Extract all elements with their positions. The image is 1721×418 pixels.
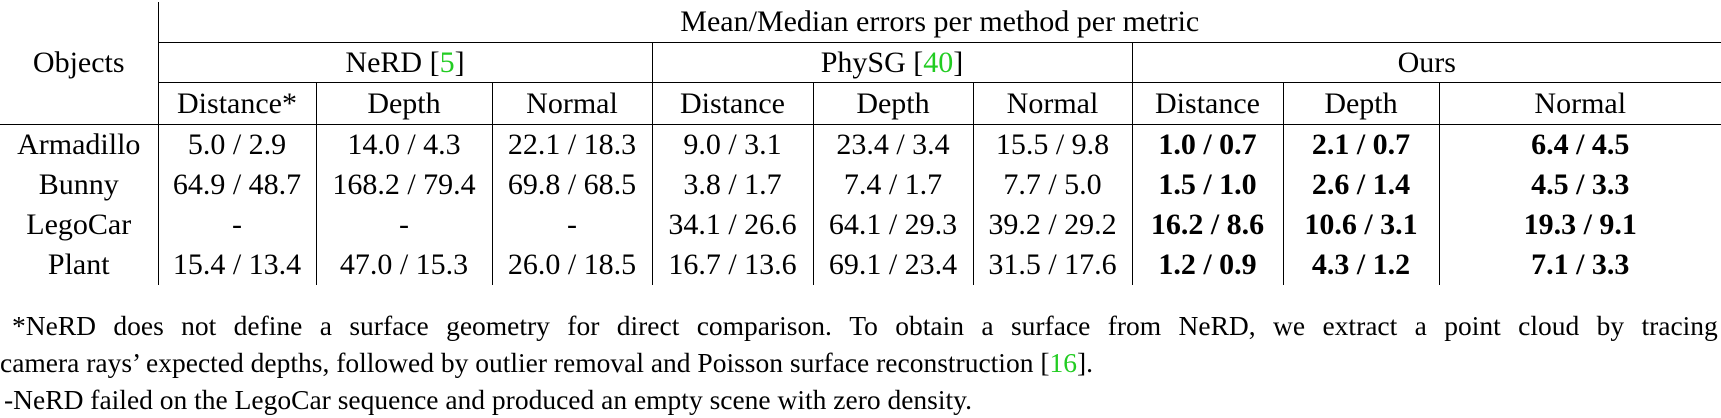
results-table: Objects Mean/Median errors per method pe…	[0, 2, 1721, 285]
footnote-word: NeRD,	[1178, 310, 1256, 341]
metric-header: Normal	[492, 82, 653, 125]
footnote-word: we	[1273, 310, 1306, 341]
footnote-word: from	[1107, 310, 1162, 341]
table-cell: 69.8 / 68.5	[492, 165, 653, 205]
table-cell: 7.7 / 5.0	[973, 165, 1133, 205]
footnote-word: define	[233, 310, 303, 341]
citation-link[interactable]: 40	[923, 45, 954, 79]
footnote-word: for	[567, 310, 600, 341]
table-cell-best: 6.4 / 4.5	[1439, 124, 1721, 165]
table-cell-best: 10.6 / 3.1	[1283, 205, 1440, 245]
table-cell-best: 4.3 / 1.2	[1283, 245, 1440, 285]
footnote-word: a	[1414, 310, 1427, 341]
table-cell: -	[316, 205, 493, 245]
table-cell: 5.0 / 2.9	[158, 124, 317, 165]
table-cell: 14.0 / 4.3	[316, 124, 493, 165]
metric-header: Normal	[973, 82, 1133, 125]
footnote-word: To	[849, 310, 878, 341]
footnote-word: geometry	[446, 310, 550, 341]
table-cell-best: 1.0 / 0.7	[1132, 124, 1284, 165]
footnote-2: -NeRD failed on the LegoCar sequence and…	[4, 384, 973, 415]
table-cell-best: 4.5 / 3.3	[1531, 168, 1630, 201]
footnote-word: cloud	[1518, 310, 1580, 341]
super-header: Mean/Median errors per method per metric	[158, 2, 1721, 43]
table-cell-best: 1.5 / 1.0	[1132, 165, 1284, 205]
object-name: Plant	[0, 245, 159, 285]
metric-header: Distance	[1132, 82, 1284, 125]
citation-link[interactable]: 5	[439, 45, 455, 79]
table-footnotes: *NeRD does not define a surface geometry for dir…	[0, 307, 1721, 418]
metric-header: Depth	[813, 82, 974, 125]
metric-header: Depth	[316, 82, 493, 125]
table-row: Armadillo 5.0 / 2.9 14.0 / 4.3 22.1 / 18…	[0, 124, 1721, 165]
metric-header: Distance*	[158, 82, 317, 125]
method-header-ours: Ours	[1397, 45, 1456, 79]
table-cell: 168.2 / 79.4	[316, 165, 493, 205]
object-name: Armadillo	[0, 124, 159, 165]
footnote-1-line-2: camera rays’ expected depths, followed b…	[0, 347, 1094, 378]
table-row: Plant 15.4 / 13.4 47.0 / 15.3 26.0 / 18.…	[0, 245, 1721, 285]
table-cell: 34.1 / 26.6	[652, 205, 814, 245]
table-cell: 26.0 / 18.5	[492, 245, 653, 285]
footnote-word: comparison.	[696, 310, 832, 341]
footnote-word: surface	[1010, 310, 1091, 341]
footnote-word: by	[1596, 310, 1625, 341]
footnote-word: not	[181, 310, 217, 341]
footnote-word: extract	[1322, 310, 1398, 341]
table-cell: 22.1 / 18.3	[492, 124, 653, 165]
method-header-nerd: NeRD [5]	[158, 42, 653, 83]
table-cell-best: 1.2 / 0.9	[1132, 245, 1284, 285]
table-row: LegoCar - - - 34.1 / 26.6 64.1 / 29.3 39…	[0, 205, 1721, 245]
table-cell-best: 19.3 / 9.1	[1523, 208, 1637, 241]
footnote-word: direct	[616, 310, 680, 341]
table-cell: 15.4 / 13.4	[158, 245, 317, 285]
table-cell: 15.5 / 9.8	[973, 124, 1133, 165]
table-cell: 16.7 / 13.6	[652, 245, 814, 285]
footnote-word: a	[981, 310, 994, 341]
footnote-word: a	[319, 310, 332, 341]
footnote-word: tracing	[1641, 310, 1718, 341]
table-cell: 64.9 / 48.7	[158, 165, 317, 205]
footnote-word: does	[113, 310, 164, 341]
citation-link[interactable]: 16	[1049, 347, 1077, 378]
metric-header: Distance	[652, 82, 814, 125]
table-cell-best: 7.1 / 3.3	[1531, 248, 1630, 281]
table-cell: 31.5 / 17.6	[973, 245, 1133, 285]
table-row: Bunny 64.9 / 48.7 168.2 / 79.4 69.8 / 68…	[0, 165, 1721, 205]
object-name: Bunny	[0, 165, 159, 205]
metric-header: Depth	[1283, 82, 1440, 125]
table-cell-best: 16.2 / 8.6	[1132, 205, 1284, 245]
table-cell: -	[158, 205, 317, 245]
table-cell: 3.8 / 1.7	[652, 165, 814, 205]
table-cell: 23.4 / 3.4	[813, 124, 974, 165]
method-header-physg: PhySG [40]	[652, 42, 1133, 83]
footnote-1-line-1: *NeRD does not define a surface geometry for dir…	[0, 307, 1718, 344]
table-cell: 9.0 / 3.1	[652, 124, 814, 165]
table-cell: 64.1 / 29.3	[813, 205, 974, 245]
table-cell-best: 2.6 / 1.4	[1283, 165, 1440, 205]
footnote-word: *NeRD	[12, 310, 97, 341]
table-cell-best: 2.1 / 0.7	[1283, 124, 1440, 165]
table-cell: 39.2 / 29.2	[973, 205, 1133, 245]
table-cell: 7.4 / 1.7	[813, 165, 974, 205]
table-cell: 47.0 / 15.3	[316, 245, 493, 285]
metric-header: Normal	[1439, 82, 1721, 125]
table-cell: -	[492, 205, 653, 245]
object-name: LegoCar	[0, 205, 159, 245]
footnote-word: point	[1444, 310, 1501, 341]
footnote-word: surface	[349, 310, 429, 341]
objects-header: Objects	[0, 2, 159, 125]
table-cell: 69.1 / 23.4	[813, 245, 974, 285]
footnote-word: obtain	[895, 310, 964, 341]
